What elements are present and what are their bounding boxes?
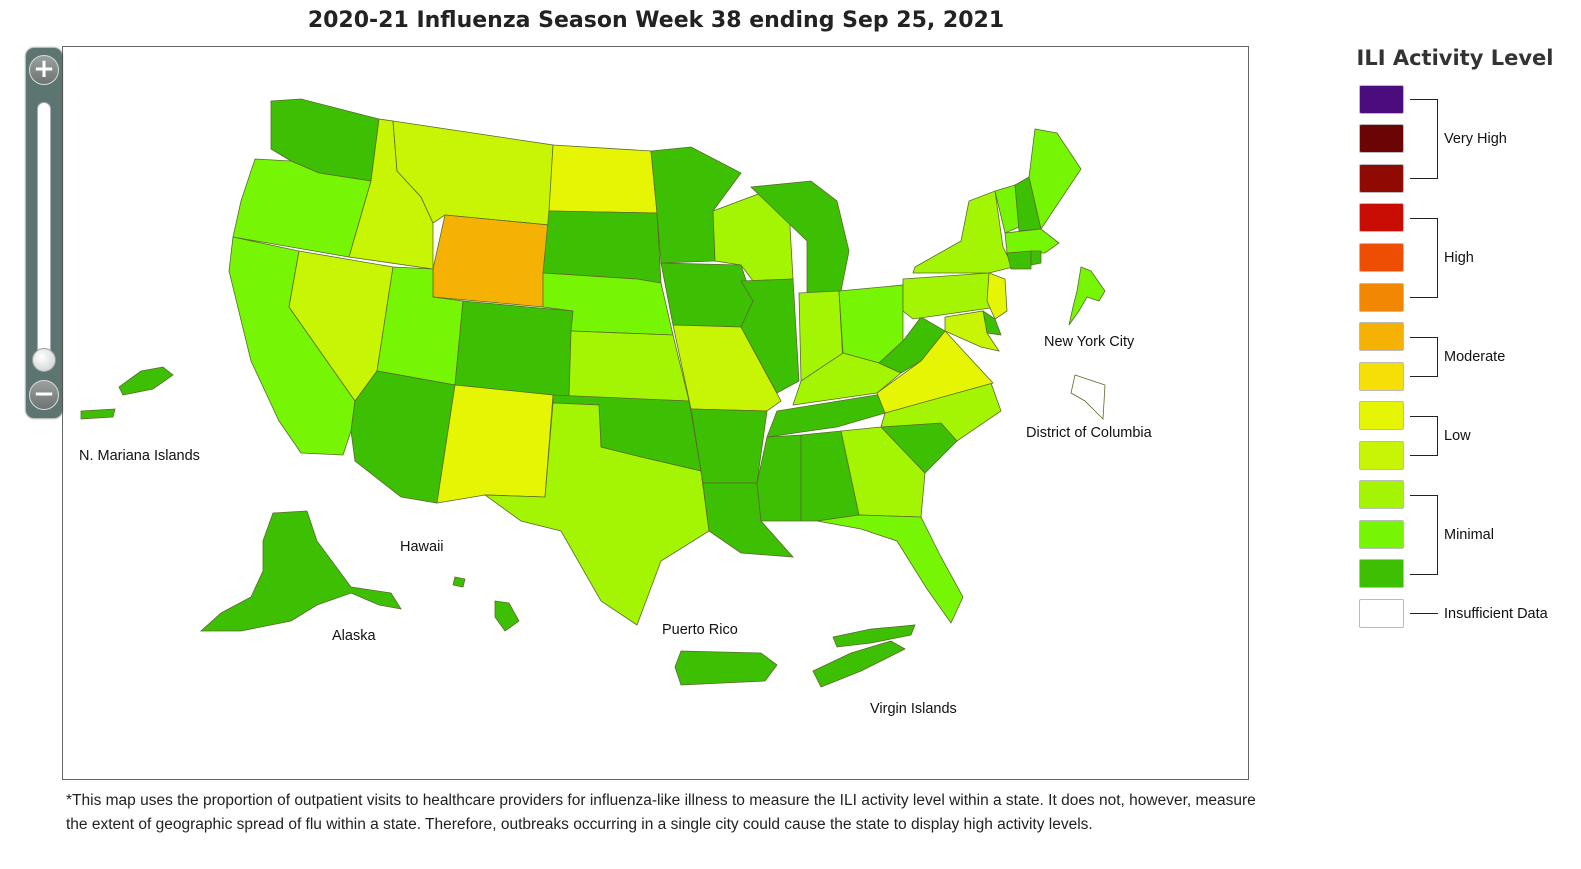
inset-district-of-columbia[interactable] bbox=[1070, 374, 1106, 420]
territory-n-mariana-islands[interactable] bbox=[118, 366, 174, 396]
state-maryland[interactable] bbox=[944, 310, 1000, 352]
state-mississippi[interactable] bbox=[756, 434, 802, 522]
legend-swatch bbox=[1359, 85, 1404, 114]
legend-swatch bbox=[1359, 203, 1404, 232]
label-virgin-islands: Virgin Islands bbox=[870, 701, 957, 717]
legend-swatch bbox=[1359, 520, 1404, 549]
state-north-dakota[interactable] bbox=[548, 144, 658, 214]
territory-puerto-rico[interactable] bbox=[674, 650, 778, 686]
label-district-of-columbia: District of Columbia bbox=[1026, 425, 1153, 441]
legend-label-insufficient: Insufficient Data bbox=[1444, 606, 1548, 622]
legend-bracket-minimal bbox=[1410, 495, 1438, 575]
state-new-york[interactable] bbox=[912, 190, 1014, 274]
state-alaska[interactable] bbox=[199, 510, 402, 632]
legend-title: ILI Activity Level bbox=[1356, 46, 1554, 70]
legend-swatch bbox=[1359, 559, 1404, 588]
state-iowa[interactable] bbox=[660, 262, 754, 328]
inset-new-york-city[interactable] bbox=[1068, 266, 1106, 326]
state-illinois[interactable] bbox=[740, 278, 800, 394]
state-georgia[interactable] bbox=[840, 426, 926, 518]
state-michigan[interactable] bbox=[750, 180, 850, 298]
legend-swatch bbox=[1359, 164, 1404, 193]
legend-label-very-high: Very High bbox=[1444, 131, 1507, 147]
zoom-slider-track[interactable] bbox=[37, 102, 51, 372]
state-texas[interactable] bbox=[483, 402, 710, 626]
territory-n-mariana-islet[interactable] bbox=[80, 408, 116, 420]
state-wyoming[interactable] bbox=[432, 214, 550, 308]
legend-swatch bbox=[1359, 362, 1404, 391]
state-new-mexico[interactable] bbox=[436, 384, 554, 504]
state-florida[interactable] bbox=[816, 514, 964, 624]
footnote: *This map uses the proportion of outpati… bbox=[66, 792, 1256, 833]
legend-bracket-very-high bbox=[1410, 99, 1438, 179]
state-virginia[interactable] bbox=[876, 330, 994, 414]
label-puerto-rico: Puerto Rico bbox=[662, 622, 738, 638]
state-massachusetts[interactable] bbox=[1004, 228, 1060, 254]
state-south-dakota[interactable] bbox=[542, 210, 662, 284]
state-connecticut[interactable] bbox=[1006, 250, 1032, 270]
legend-swatch bbox=[1359, 599, 1404, 628]
state-hawaii[interactable] bbox=[494, 600, 520, 632]
legend-swatch bbox=[1359, 480, 1404, 509]
state-pennsylvania[interactable] bbox=[902, 272, 998, 320]
legend-swatch bbox=[1359, 124, 1404, 153]
territory-virgin-islands-north[interactable] bbox=[832, 624, 916, 648]
legend-bracket-moderate bbox=[1410, 337, 1438, 377]
legend-label-minimal: Minimal bbox=[1444, 527, 1494, 543]
state-missouri[interactable] bbox=[672, 324, 782, 412]
state-hawaii-islands[interactable] bbox=[452, 576, 466, 588]
legend-swatch bbox=[1359, 441, 1404, 470]
zoom-in-button[interactable]: + bbox=[29, 55, 59, 85]
state-rhode-island[interactable] bbox=[1030, 250, 1042, 266]
label-n-mariana-islands: N. Mariana Islands bbox=[79, 448, 200, 464]
us-map[interactable]: New York City District of Columbia N. Ma… bbox=[63, 47, 1248, 779]
legend-swatch bbox=[1359, 322, 1404, 351]
legend-label-low: Low bbox=[1444, 428, 1471, 444]
legend-swatch bbox=[1359, 283, 1404, 312]
legend-label-moderate: Moderate bbox=[1444, 349, 1506, 365]
state-kansas[interactable] bbox=[568, 330, 690, 402]
map-title: 2020-21 Influenza Season Week 38 ending … bbox=[307, 8, 1005, 33]
legend-label-high: High bbox=[1444, 250, 1474, 266]
state-arizona[interactable] bbox=[350, 370, 456, 504]
state-arkansas[interactable] bbox=[690, 408, 768, 484]
map-viewport[interactable]: New York City District of Columbia N. Ma… bbox=[62, 46, 1249, 780]
zoom-control: + − bbox=[26, 48, 62, 418]
label-hawaii: Hawaii bbox=[400, 539, 444, 555]
label-alaska: Alaska bbox=[332, 628, 376, 644]
label-new-york-city: New York City bbox=[1044, 334, 1135, 350]
zoom-slider-handle[interactable] bbox=[32, 348, 56, 372]
state-colorado[interactable] bbox=[454, 300, 574, 398]
legend-bracket-high bbox=[1410, 218, 1438, 298]
zoom-out-button[interactable]: − bbox=[29, 380, 59, 410]
state-new-jersey[interactable] bbox=[986, 272, 1008, 320]
legend-swatch bbox=[1359, 401, 1404, 430]
legend-swatch bbox=[1359, 243, 1404, 272]
legend-line-insufficient bbox=[1410, 613, 1438, 614]
legend-bracket-low bbox=[1410, 416, 1438, 456]
territory-virgin-islands[interactable] bbox=[812, 640, 906, 688]
